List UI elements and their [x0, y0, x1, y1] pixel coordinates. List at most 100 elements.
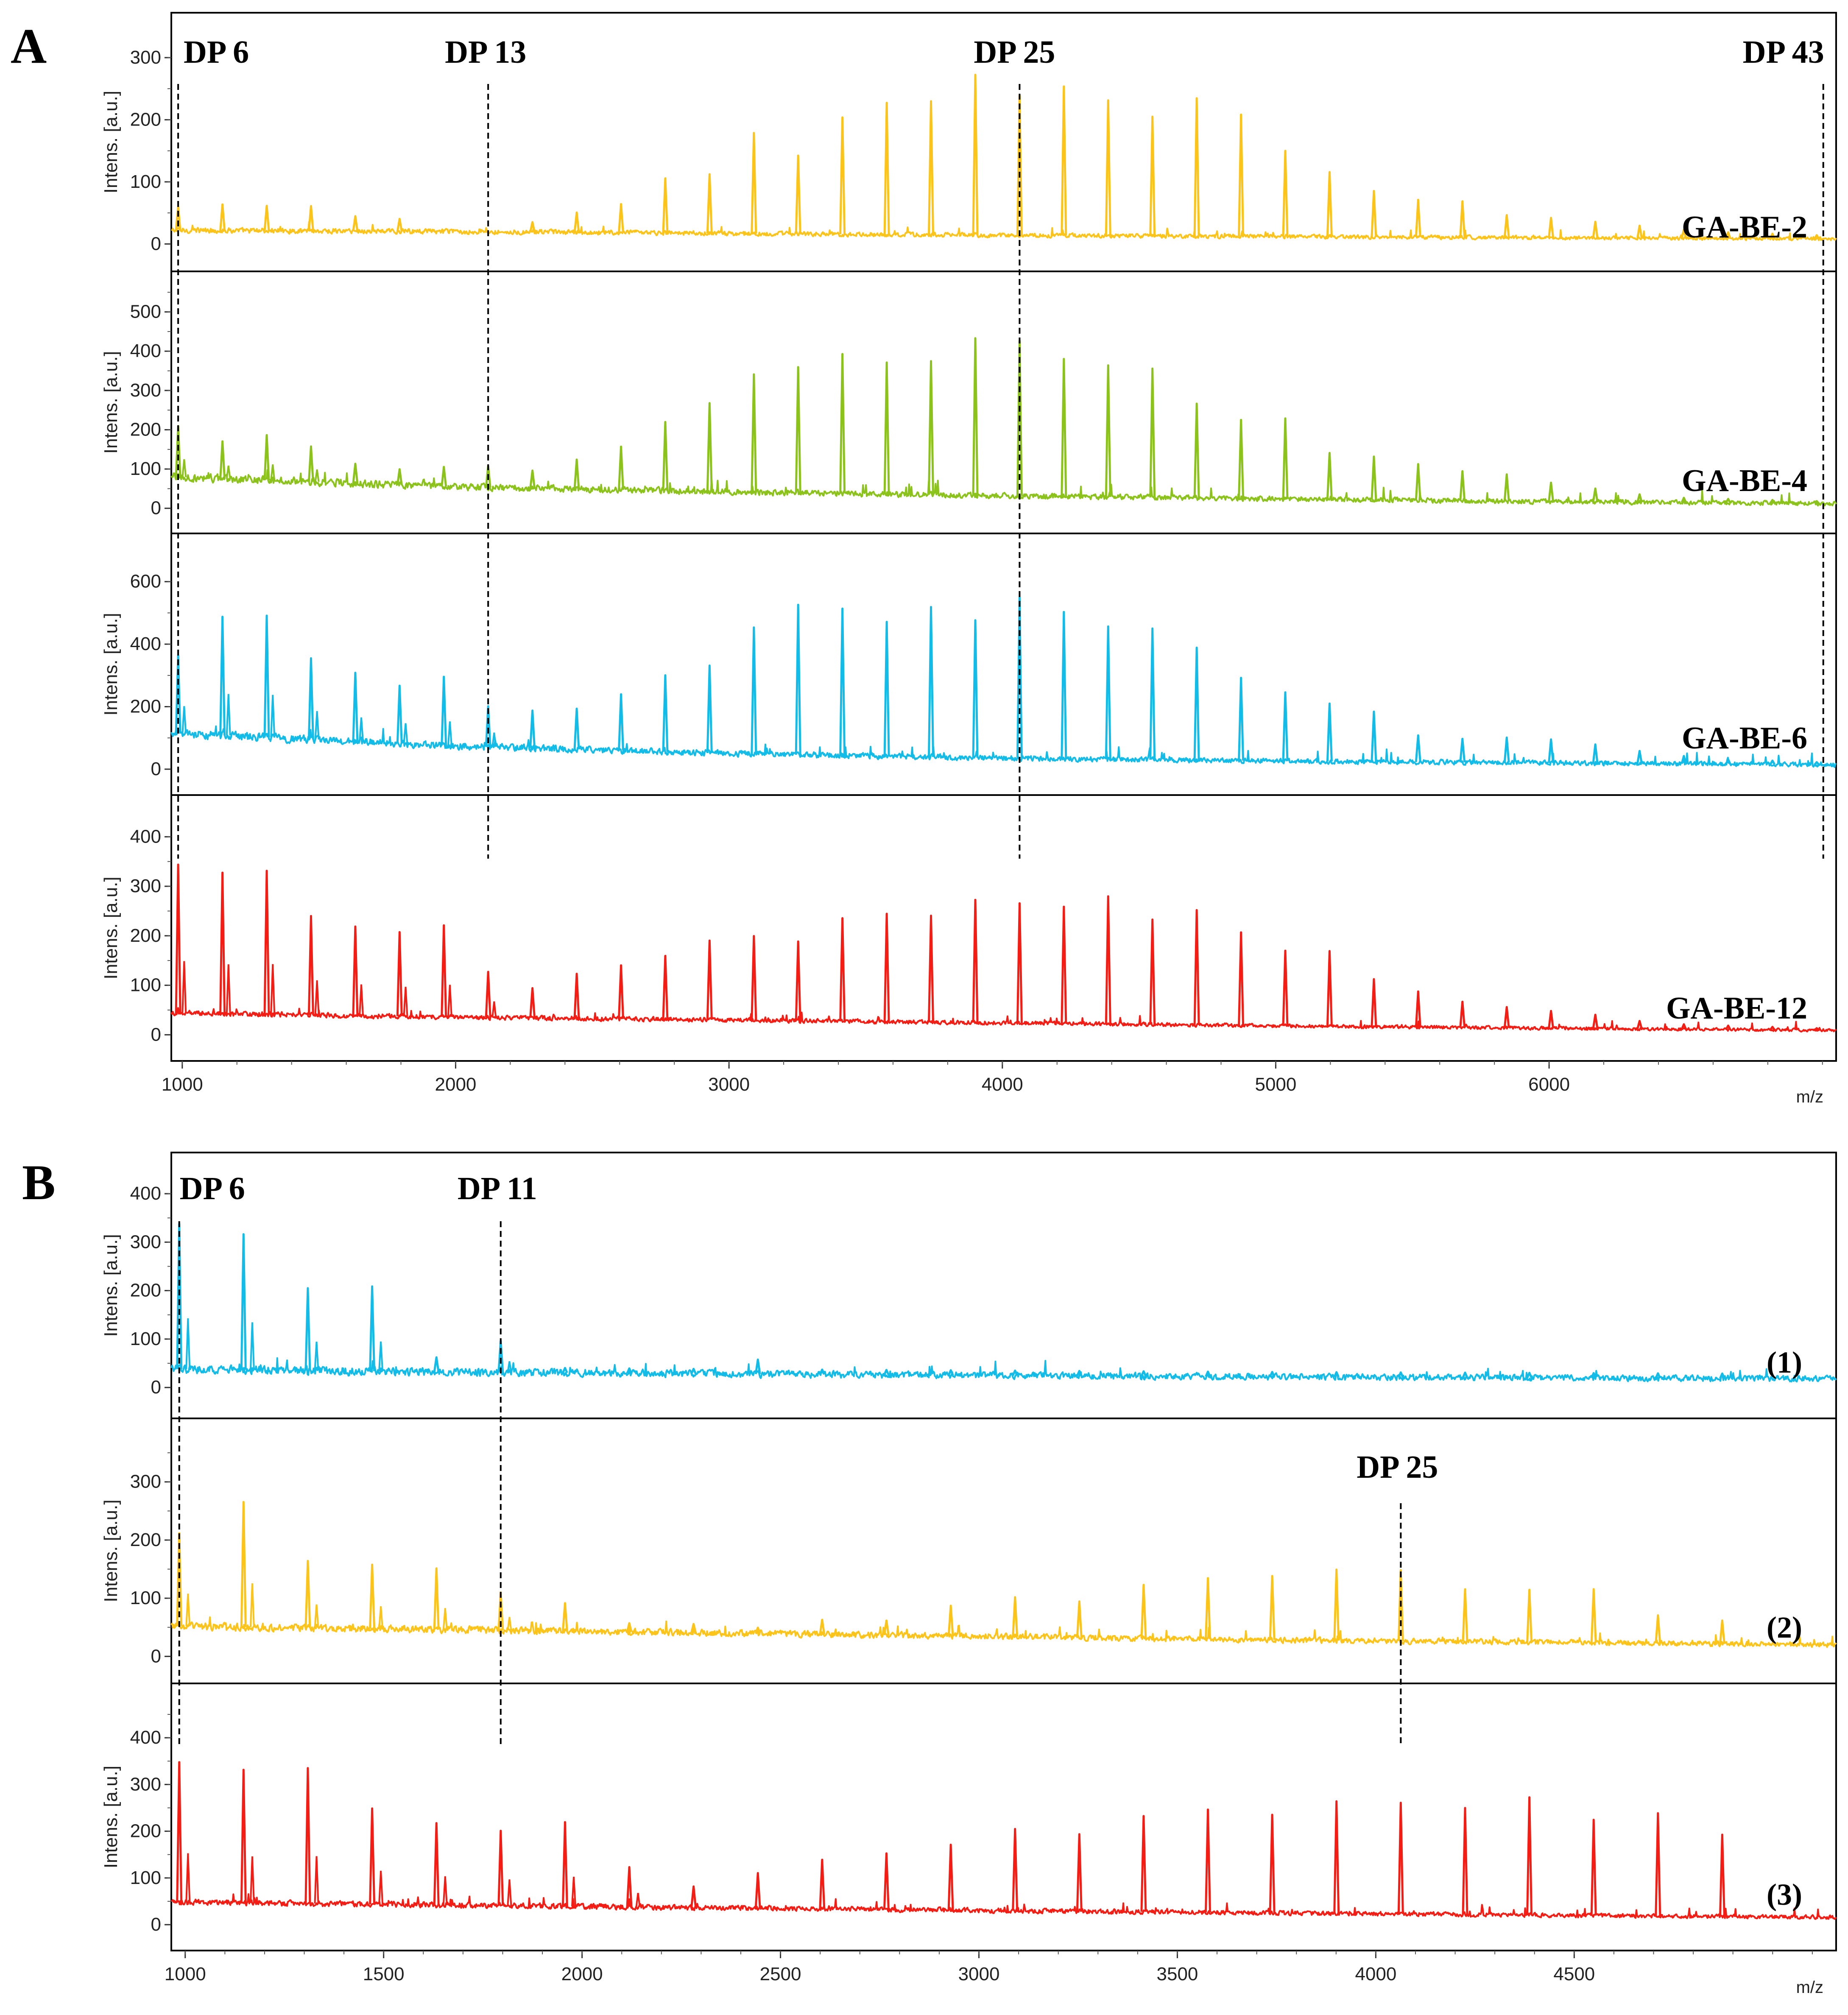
- peak-mark: [185, 1853, 191, 1903]
- peak-mark: [1415, 734, 1421, 762]
- peak-mark: [219, 440, 226, 479]
- peak-mark: [1548, 217, 1555, 238]
- peak-mark: [396, 468, 403, 486]
- peak-mark: [447, 985, 452, 1017]
- x-tick-label: 6000: [1528, 1074, 1570, 1095]
- dp-marker-label: DP 25: [974, 34, 1055, 70]
- peak-mark: [433, 1567, 440, 1630]
- peak-mark: [226, 694, 231, 736]
- x-tick-label: 1500: [363, 1964, 405, 1984]
- peak-mark: [1769, 759, 1775, 765]
- peak-mark: [573, 458, 580, 489]
- peak-mark: [839, 353, 846, 494]
- peak-mark: [883, 1619, 890, 1635]
- panel-b-label: B: [22, 1155, 56, 1210]
- peak-mark: [883, 102, 890, 235]
- peak-mark: [175, 863, 181, 1013]
- peak-mark: [485, 971, 491, 1018]
- dp-marker-label: DP 13: [445, 34, 526, 70]
- peak-mark: [529, 221, 536, 232]
- peak-mark: [219, 871, 226, 1014]
- peak-mark: [1193, 909, 1200, 1025]
- peak-mark: [1205, 1577, 1211, 1639]
- y-tick-label: 0: [151, 759, 161, 779]
- y-tick-label: 300: [130, 1774, 161, 1795]
- peak-mark: [304, 1560, 311, 1628]
- peak-mark: [1526, 1796, 1533, 1915]
- y-tick-label: 400: [130, 340, 161, 361]
- peak-mark: [185, 1318, 191, 1369]
- peak-mark: [928, 915, 934, 1022]
- x-tick-label: 4000: [982, 1074, 1023, 1095]
- peak-mark: [433, 1822, 440, 1905]
- panel-a-label: A: [11, 18, 47, 74]
- spectrum-trace-(1): [170, 1357, 1837, 1383]
- peak-mark: [497, 1830, 504, 1906]
- spectrum-trace-(2): [170, 1616, 1837, 1648]
- peak-mark: [1814, 1027, 1820, 1031]
- dp-marker-label: DP 11: [458, 1171, 537, 1206]
- y-tick-label: 200: [130, 696, 161, 717]
- peak-mark: [249, 1583, 255, 1627]
- dp-marker-label: DP 25: [1357, 1449, 1438, 1485]
- peak-mark: [263, 205, 270, 231]
- peak-mark: [928, 360, 934, 495]
- y-tick-label: 100: [130, 1328, 161, 1349]
- x-tick-label: 2000: [561, 1964, 603, 1984]
- peak-mark: [270, 695, 276, 738]
- x-tick-label: 2000: [435, 1074, 477, 1095]
- peak-mark: [1371, 455, 1377, 500]
- y-tick-label: 0: [151, 1377, 161, 1398]
- peak-mark: [1105, 364, 1111, 497]
- peak-mark: [529, 709, 536, 748]
- peak-mark: [561, 1821, 568, 1906]
- y-axis-title: Intens. [a.u.]: [100, 1499, 121, 1602]
- y-tick-label: 500: [130, 301, 161, 322]
- peak-mark: [1503, 473, 1510, 501]
- peak-mark: [626, 1866, 633, 1907]
- x-tick-label: 1000: [162, 1074, 203, 1095]
- panel-a-chart: 0 100 200 300 Intens. [a.u.] GA-BE-2 0 100 200 30…: [100, 12, 1837, 1106]
- peak-mark: [369, 1285, 376, 1371]
- peak-mark: [240, 1769, 247, 1903]
- peak-mark: [754, 1358, 761, 1374]
- peak-mark: [795, 366, 801, 493]
- peak-mark: [795, 940, 801, 1021]
- peak-mark: [1592, 487, 1599, 502]
- y-tick-label: 300: [130, 47, 161, 68]
- y-tick-label: 400: [130, 634, 161, 654]
- peak-mark: [1397, 1569, 1404, 1641]
- y-tick-label: 0: [151, 1024, 161, 1045]
- peak-mark: [219, 203, 226, 231]
- peak-mark: [1526, 1588, 1533, 1642]
- peak-mark: [1719, 1834, 1725, 1917]
- peak-mark: [1462, 1371, 1468, 1378]
- peak-mark: [1590, 1588, 1597, 1643]
- peak-mark: [1333, 1568, 1340, 1641]
- peak-mark: [1503, 1006, 1510, 1028]
- x-axis-title: m/z: [1796, 1088, 1823, 1106]
- y-tick-label: 400: [130, 1183, 161, 1204]
- peak-mark: [240, 1233, 247, 1370]
- y-tick-label: 200: [130, 1529, 161, 1550]
- peak-mark: [240, 1501, 247, 1627]
- peak-mark: [1636, 224, 1643, 239]
- peak-mark: [1061, 611, 1067, 759]
- peak-mark: [352, 672, 359, 742]
- peak-mark: [1061, 905, 1067, 1024]
- peak-mark: [378, 1870, 384, 1905]
- peak-mark: [972, 74, 979, 235]
- peak-mark: [491, 732, 497, 747]
- spectrum-trace-GA-BE-2: [171, 221, 1837, 241]
- y-axis-title: Intens. [a.u.]: [100, 613, 121, 715]
- peak-mark: [1397, 1802, 1404, 1914]
- peak-mark: [1016, 902, 1023, 1023]
- peak-mark: [1149, 367, 1156, 498]
- peak-mark: [561, 1602, 568, 1631]
- peak-mark: [819, 1368, 826, 1375]
- peak-mark: [1590, 1819, 1597, 1916]
- peak-mark: [883, 1369, 890, 1376]
- peak-mark: [1326, 171, 1333, 237]
- peak-mark: [226, 964, 231, 1014]
